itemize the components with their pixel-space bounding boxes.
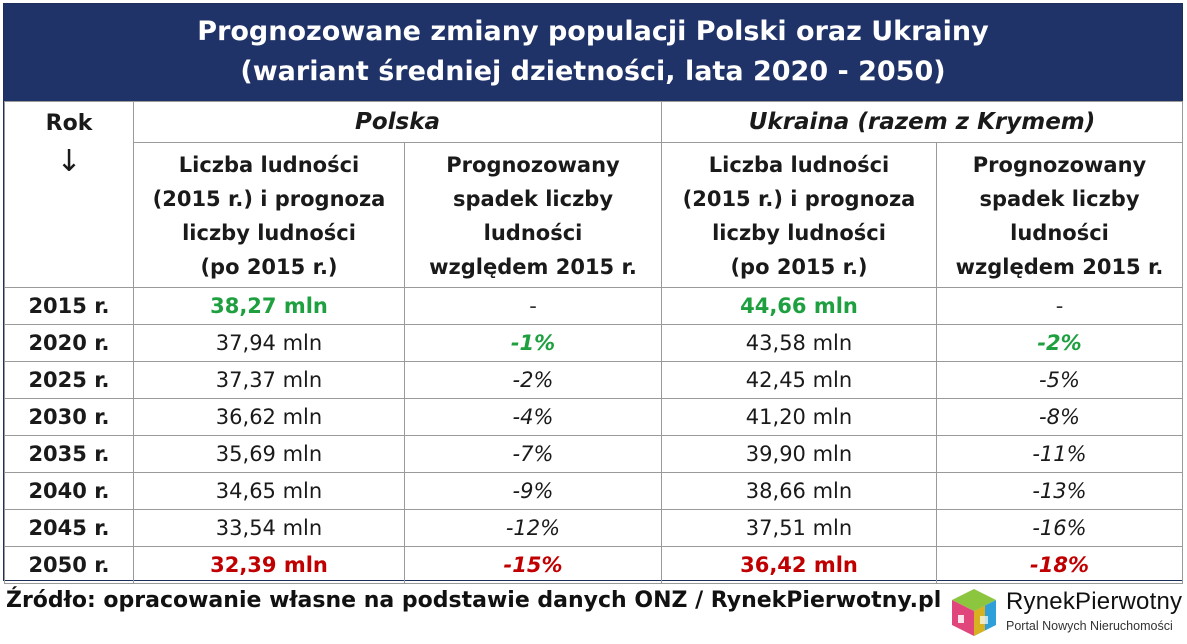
subheader-decline-poland: Prognozowany spadek liczby ludności wzgl… [404, 142, 662, 288]
poland-population-cell: 33,54 mln [133, 509, 405, 547]
ukraine-population-cell: 37,51 mln [661, 509, 937, 547]
poland-population-cell: 34,65 mln [133, 472, 405, 510]
year-cell: 2030 r. [4, 398, 134, 436]
table-row: 2015 r. 38,27 mln - 44,66 mln - [4, 287, 1183, 325]
source-note: Źródło: opracowanie własne na podstawie … [6, 588, 942, 613]
logo-tagline: Portal Nowych Nieruchomości [1006, 619, 1173, 633]
poland-population-cell: 37,37 mln [133, 361, 405, 399]
poland-change-cell: -4% [404, 398, 662, 436]
ukraine-population-cell: 42,45 mln [661, 361, 937, 399]
ukraine-population-cell: 44,66 mln [661, 287, 937, 325]
ukraine-change-cell: - [936, 287, 1183, 325]
down-arrow-icon: ↓ [56, 144, 82, 179]
table-row: 2035 r. 35,69 mln -7% 39,90 mln -11% [4, 435, 1183, 473]
poland-population-cell: 32,39 mln [133, 546, 405, 584]
year-header-label: Rok [45, 111, 93, 136]
country-header-poland: Polska [133, 101, 662, 143]
table-row: 2040 r. 34,65 mln -9% 38,66 mln -13% [4, 472, 1183, 510]
ukraine-change-cell: -16% [936, 509, 1183, 547]
table-row: 2045 r. 33,54 mln -12% 37,51 mln -16% [4, 509, 1183, 547]
poland-change-cell: -9% [404, 472, 662, 510]
ukraine-change-cell: -2% [936, 324, 1183, 362]
poland-change-cell: -1% [404, 324, 662, 362]
title-banner: Prognozowane zmiany populacji Polski ora… [4, 4, 1182, 101]
poland-change-cell: -15% [404, 546, 662, 584]
ukraine-population-cell: 43,58 mln [661, 324, 937, 362]
ukraine-change-cell: -5% [936, 361, 1183, 399]
year-cell: 2040 r. [4, 472, 134, 510]
year-cell: 2050 r. [4, 546, 134, 584]
subheader-line: (2015 r.) i prognoza [682, 187, 916, 211]
ukraine-population-cell: 36,42 mln [661, 546, 937, 584]
title-line-1: Prognozowane zmiany populacji Polski ora… [197, 16, 989, 47]
subheader-line: względem 2015 r. [955, 255, 1164, 279]
poland-change-cell: - [404, 287, 662, 325]
poland-population-cell: 36,62 mln [133, 398, 405, 436]
subheader-population-ukraine: Liczba ludności (2015 r.) i prognoza lic… [661, 142, 937, 288]
subheader-line: Prognozowany [972, 153, 1147, 177]
poland-population-cell: 37,94 mln [133, 324, 405, 362]
title-line-2: (wariant średniej dzietności, lata 2020 … [240, 56, 946, 87]
population-table: Rok ↓ Polska Ukraina (razem z Krymem) Li… [4, 101, 1183, 584]
poland-change-cell: -12% [404, 509, 662, 547]
table-row: 2025 r. 37,37 mln -2% 42,45 mln -5% [4, 361, 1183, 399]
table-row: 2020 r. 37,94 mln -1% 43,58 mln -2% [4, 324, 1183, 362]
ukraine-change-cell: -18% [936, 546, 1183, 584]
ukraine-change-cell: -13% [936, 472, 1183, 510]
subheader-line: spadek liczby [452, 187, 614, 211]
subheader-decline-ukraine: Prognozowany spadek liczby ludności wzgl… [936, 142, 1183, 288]
table-row: 2030 r. 36,62 mln -4% 41,20 mln -8% [4, 398, 1183, 436]
ukraine-population-cell: 39,90 mln [661, 435, 937, 473]
year-cell: 2035 r. [4, 435, 134, 473]
rynekpierwotny-logo: RynekPierwotny Portal Nowych Nieruchomoś… [948, 586, 1184, 640]
subheader-line: ludności [483, 221, 583, 245]
poland-population-cell: 38,27 mln [133, 287, 405, 325]
house-cube-icon [952, 589, 996, 636]
year-cell: 2020 r. [4, 324, 134, 362]
subheader-line: (2015 r.) i prognoza [152, 187, 386, 211]
ukraine-change-cell: -8% [936, 398, 1183, 436]
year-cell: 2015 r. [4, 287, 134, 325]
subheader-line: względem 2015 r. [429, 255, 637, 279]
country-header-ukraine: Ukraina (razem z Krymem) [661, 101, 1183, 143]
poland-change-cell: -7% [404, 435, 662, 473]
poland-change-cell: -2% [404, 361, 662, 399]
ukraine-population-cell: 38,66 mln [661, 472, 937, 510]
year-cell: 2045 r. [4, 509, 134, 547]
table-frame: Prognozowane zmiany populacji Polski ora… [3, 3, 1183, 584]
subheader-line: (po 2015 r.) [730, 255, 868, 279]
subheader-line: spadek liczby [979, 187, 1140, 211]
subheader-line: Prognozowany [446, 153, 620, 177]
ukraine-change-cell: -11% [936, 435, 1183, 473]
subheader-population-poland: Liczba ludności (2015 r.) i prognoza lic… [133, 142, 405, 288]
subheader-line: Liczba ludności [178, 153, 360, 177]
subheader-line: ludności [1010, 221, 1109, 245]
table-row: 2050 r. 32,39 mln -15% 36,42 mln -18% [4, 546, 1183, 584]
poland-population-cell: 35,69 mln [133, 435, 405, 473]
year-cell: 2025 r. [4, 361, 134, 399]
subheader-line: liczby ludności [712, 221, 886, 245]
subheader-line: liczby ludności [182, 221, 356, 245]
subheader-line: (po 2015 r.) [200, 255, 338, 279]
subheader-line: Liczba ludności [708, 153, 890, 177]
ukraine-population-cell: 41,20 mln [661, 398, 937, 436]
year-column-header: Rok ↓ [4, 101, 134, 288]
logo-name: RynekPierwotny [1006, 588, 1183, 615]
